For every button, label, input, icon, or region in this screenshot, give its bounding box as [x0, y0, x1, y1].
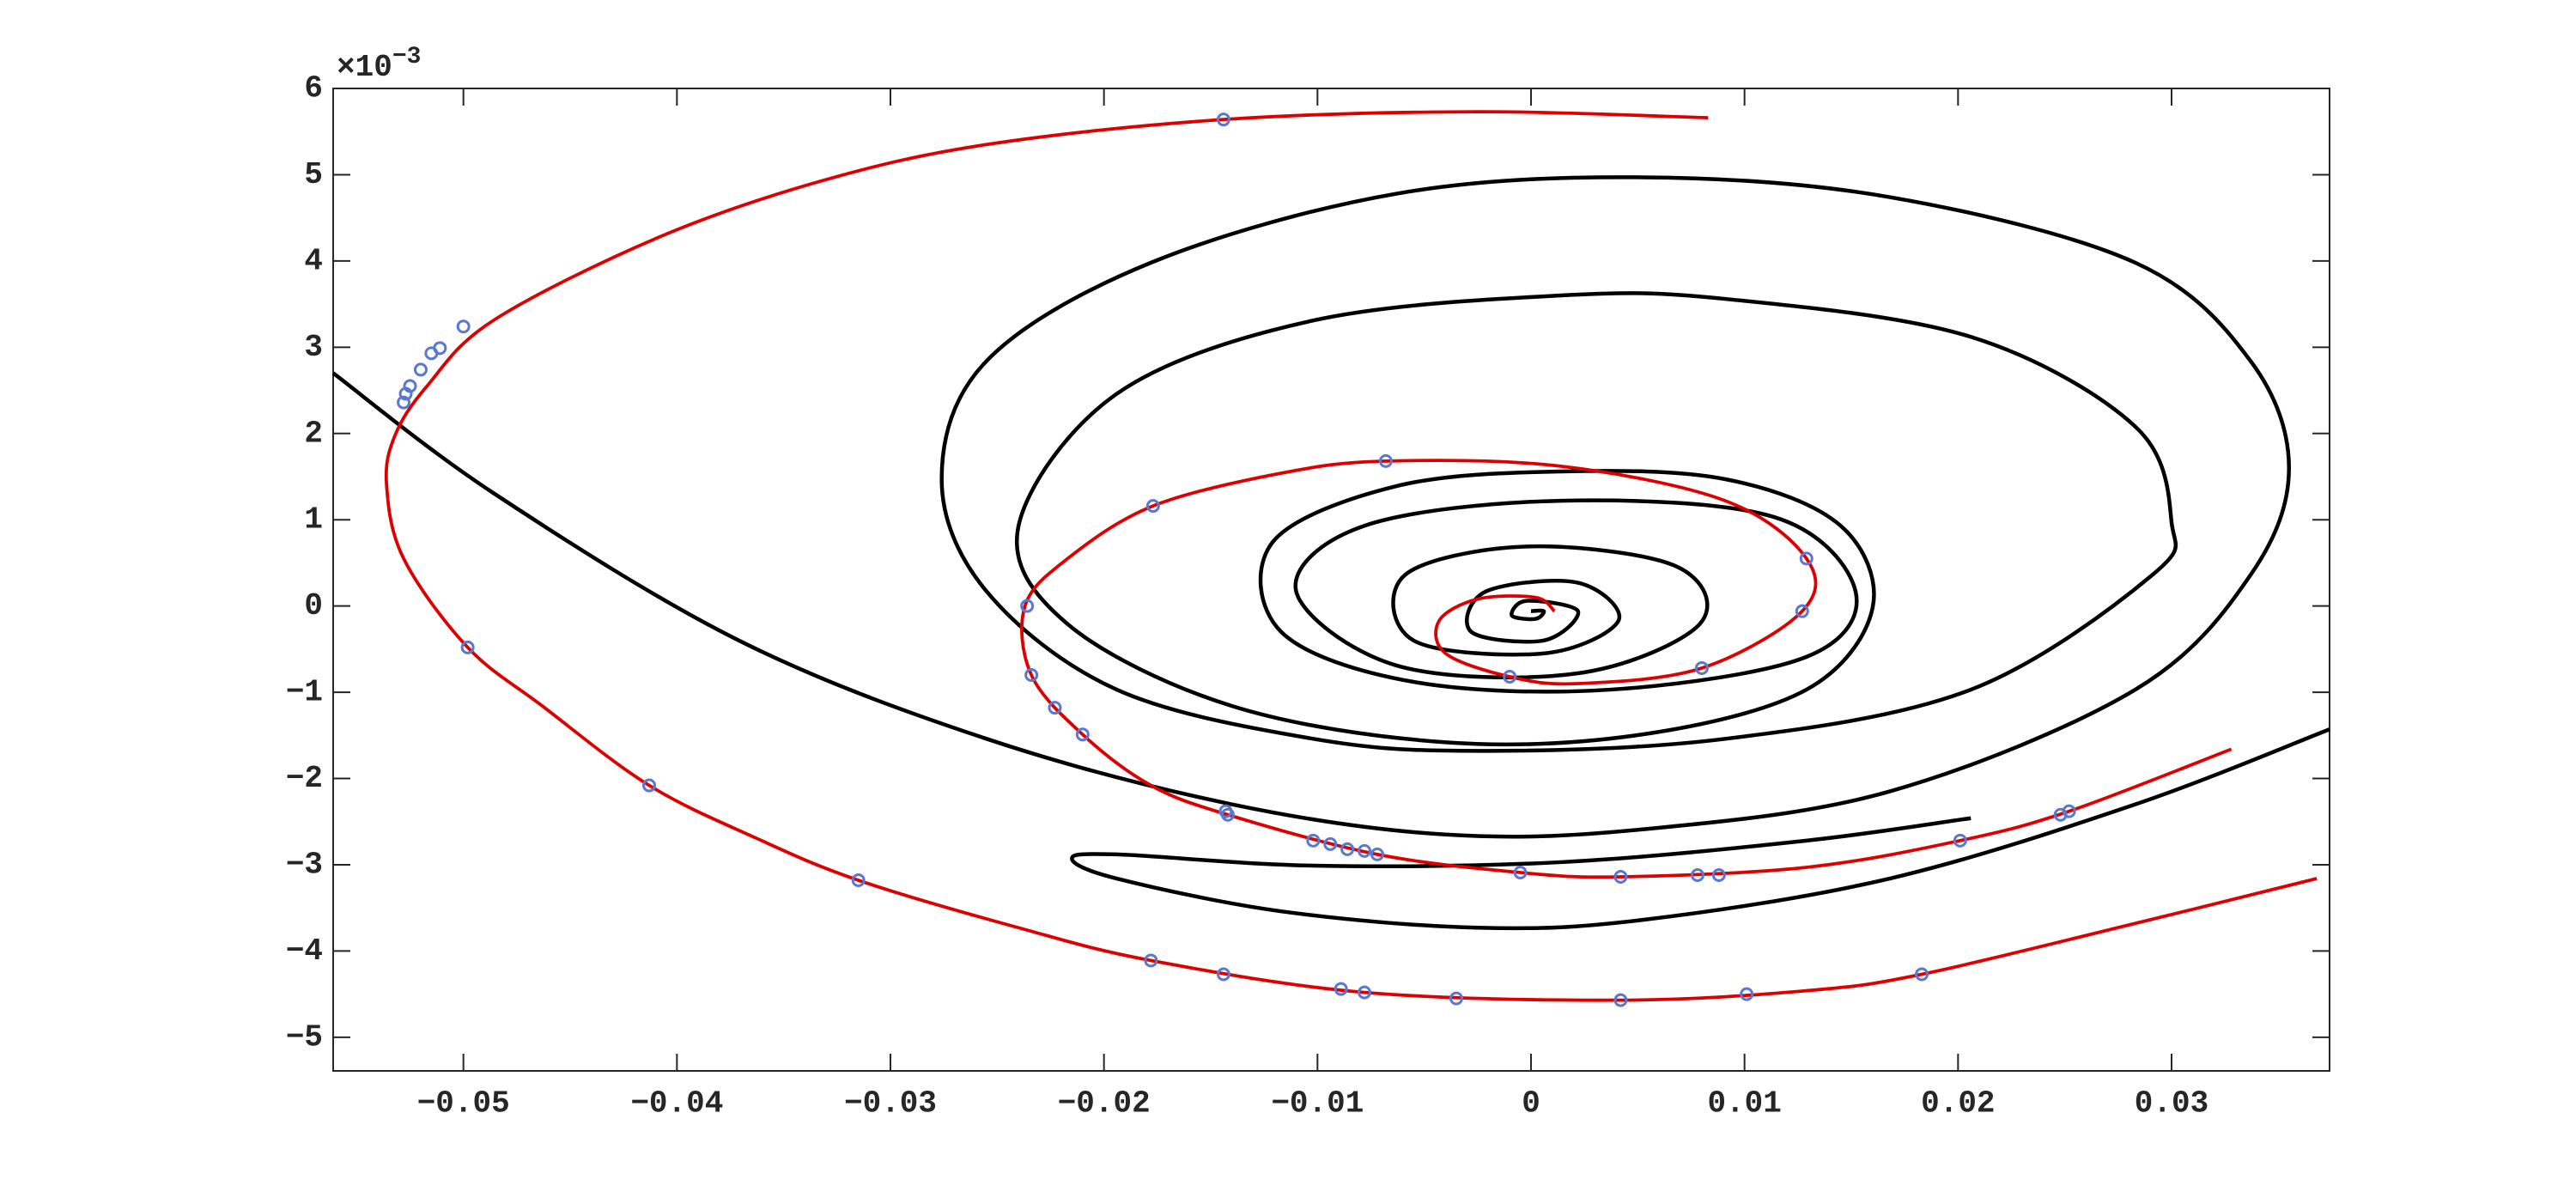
marker [1048, 701, 1062, 715]
marker [1953, 833, 1967, 848]
marker [1216, 112, 1230, 127]
y-tick-label: −1 [286, 675, 323, 710]
multiplier-exponent: −3 [392, 44, 422, 70]
x-tick-label: 0.01 [1707, 1086, 1781, 1122]
x-tick-label: −0.04 [630, 1086, 723, 1122]
y-tick-label: 6 [304, 71, 323, 106]
trajectory [384, 110, 2318, 1002]
y-multiplier: ×10−3 [337, 44, 421, 84]
x-tick-label: 0 [1522, 1086, 1540, 1122]
plot-box [332, 88, 2330, 1072]
marker [424, 346, 439, 361]
marker [1323, 836, 1338, 851]
x-tick-label: −0.02 [1058, 1086, 1151, 1122]
y-tick-label: −3 [286, 847, 323, 882]
y-tick-label: 1 [304, 502, 323, 538]
marker [1075, 727, 1090, 742]
marker [1358, 843, 1372, 858]
marker [1694, 660, 1709, 675]
marker [456, 319, 471, 334]
trajectory [1070, 727, 2330, 931]
marker [1378, 453, 1393, 468]
marker [1020, 599, 1035, 613]
marker [1449, 991, 1463, 1006]
y-tick-label: 4 [304, 243, 323, 278]
marker [1306, 833, 1321, 848]
y-tick-label: −5 [286, 1019, 323, 1055]
marker [1024, 667, 1039, 682]
marker [1915, 967, 1929, 982]
trajectory [1020, 459, 2233, 879]
marker [1613, 993, 1628, 1007]
marker [1711, 868, 1726, 883]
marker [1220, 807, 1235, 822]
x-tick-label: −0.01 [1271, 1086, 1364, 1122]
marker [1145, 499, 1160, 514]
marker [398, 386, 413, 401]
marker [1358, 985, 1372, 1000]
marker [851, 873, 866, 888]
x-tick-label: −0.03 [844, 1086, 937, 1122]
marker [1799, 551, 1814, 566]
marker [642, 778, 657, 793]
marker [460, 640, 475, 654]
y-tick-label: 2 [304, 416, 323, 451]
y-tick-label: 5 [304, 157, 323, 192]
marker [413, 362, 428, 377]
marker [1216, 967, 1230, 982]
marker [1613, 870, 1628, 885]
marker [1144, 953, 1158, 968]
marker [1513, 865, 1528, 879]
y-tick-label: 3 [304, 330, 323, 365]
marker [1370, 847, 1384, 861]
marker [1690, 868, 1704, 883]
y-tick-label: 0 [304, 588, 323, 623]
trajectory [331, 175, 2291, 839]
y-tick-label: −2 [286, 761, 323, 796]
multiplier-base: ×10 [337, 50, 392, 85]
marker [1740, 987, 1754, 1001]
marker [397, 395, 411, 410]
x-tick-label: 0.03 [2135, 1086, 2208, 1122]
marker [1340, 842, 1355, 856]
x-tick-label: −0.05 [417, 1086, 510, 1122]
x-tick-label: 0.02 [1921, 1086, 1995, 1122]
y-tick-label: −4 [286, 933, 323, 969]
marker [2062, 804, 2076, 818]
marker [1795, 604, 1809, 618]
marker [1334, 982, 1348, 996]
marker [1503, 669, 1517, 684]
